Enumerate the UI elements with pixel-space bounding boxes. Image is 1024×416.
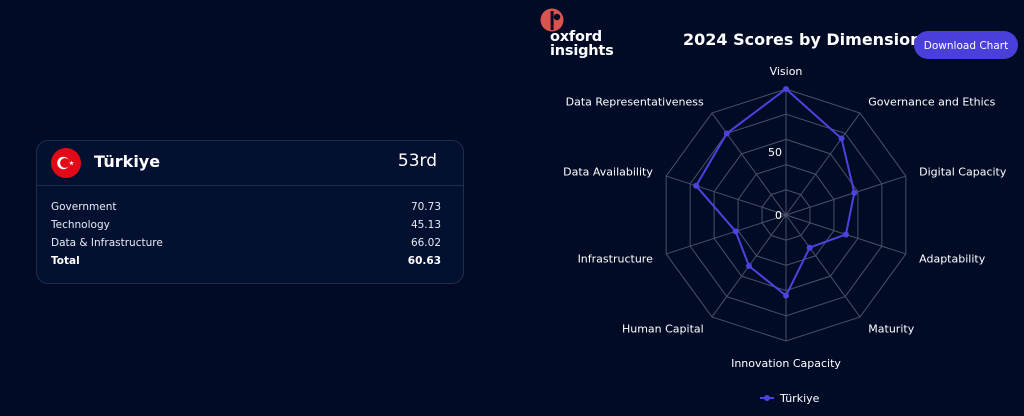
radar-tick-label: 50 <box>768 146 782 159</box>
score-row-total: Total 60.63 <box>51 255 441 271</box>
radar-data-point[interactable] <box>732 228 739 235</box>
radar-ticks: 0 50 <box>768 146 782 222</box>
radar-data-point[interactable] <box>783 292 789 299</box>
download-chart-button[interactable]: Download Chart <box>914 31 1018 59</box>
radar-axis-label: Infrastructure <box>578 252 654 265</box>
legend-swatch-marker <box>764 395 770 401</box>
radar-data-point[interactable] <box>842 231 849 238</box>
logo-text: oxford insights <box>550 29 614 59</box>
logo-mark-icon <box>540 8 564 32</box>
logo-line-2: insights <box>550 43 614 59</box>
radar-data-point[interactable] <box>745 262 752 269</box>
radar-axis-labels: Vision Governance and Ethics Digital Capac… <box>563 65 1007 370</box>
radar-data-point[interactable] <box>851 189 858 196</box>
score-label: Total <box>51 255 80 267</box>
radar-axis-label: Innovation Capacity <box>731 357 841 370</box>
radar-axis-label: Governance and Ethics <box>868 96 995 109</box>
score-row-data-infrastructure: Data & Infrastructure 66.02 <box>51 237 441 253</box>
country-rank: 53rd <box>397 151 437 171</box>
score-row-government: Government 70.73 <box>51 201 441 217</box>
radar-axis-label: Maturity <box>868 322 914 335</box>
radar-grid-spoke <box>666 175 787 216</box>
radar-axis-label: Data Availability <box>563 166 653 179</box>
score-value: 70.73 <box>410 201 441 213</box>
radar-tick-label: 0 <box>775 209 782 222</box>
radar-axis-label: Digital Capacity <box>919 166 1007 179</box>
oxford-insights-logo: oxford insights <box>540 8 620 62</box>
radar-grid-spoke <box>785 112 861 216</box>
score-label: Technology <box>51 219 110 231</box>
logo-line-1: oxford <box>550 29 602 45</box>
turkey-flag-icon <box>51 148 81 178</box>
radar-series <box>693 86 858 299</box>
score-value: 66.02 <box>410 237 441 249</box>
card-header: Türkiye 53rd <box>37 141 463 186</box>
radar-data-point[interactable] <box>783 86 789 92</box>
radar-grid-spoke <box>711 112 787 216</box>
radar-grid-spoke <box>785 214 861 318</box>
radar-axis-label: Adaptability <box>919 252 986 265</box>
score-value: 60.63 <box>407 255 441 267</box>
radar-grid <box>665 88 907 342</box>
legend-label[interactable]: Türkiye <box>779 392 820 405</box>
radar-grid-spoke <box>785 175 906 216</box>
radar-axis-label: Human Capital <box>622 322 704 335</box>
score-label: Government <box>51 201 117 213</box>
radar-data-point[interactable] <box>838 135 845 142</box>
radar-chart: 0 50 Vision Governance and Ethics Digital C… <box>563 65 1007 405</box>
radar-series-line <box>695 88 856 297</box>
radar-data-point[interactable] <box>806 244 813 251</box>
score-value: 45.13 <box>410 219 441 231</box>
radar-legend[interactable]: Türkiye <box>760 392 820 405</box>
score-label: Data & Infrastructure <box>51 237 163 249</box>
country-score-card: Türkiye 53rd Government 70.73 Technology… <box>36 140 464 284</box>
radar-data-point[interactable] <box>723 130 730 137</box>
radar-axis-label: Data Representativeness <box>566 96 704 109</box>
country-name: Türkiye <box>94 152 161 171</box>
radar-grid-spoke <box>666 214 787 255</box>
radar-data-point[interactable] <box>693 182 700 189</box>
chart-title: 2024 Scores by Dimension <box>683 30 922 49</box>
score-row-technology: Technology 45.13 <box>51 219 441 235</box>
radar-axis-label: Vision <box>770 65 803 78</box>
